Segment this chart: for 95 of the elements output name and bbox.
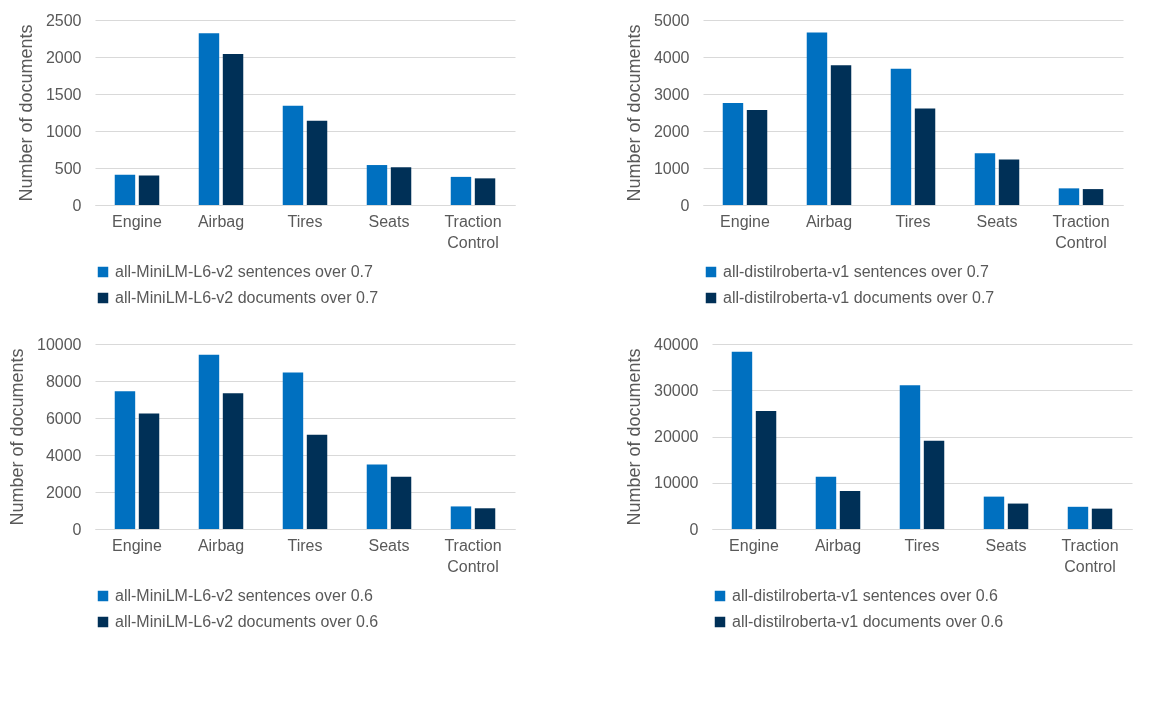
y-tick-label: 500 (54, 159, 82, 177)
legend-label: all-MiniLM-L6-v2 documents over 0.7 (115, 289, 379, 306)
x-tick-label: Traction Control (1052, 212, 1110, 251)
x-tick-label: Tires (895, 212, 931, 230)
bar (390, 167, 412, 205)
bar (731, 351, 753, 529)
bar (138, 175, 160, 205)
legend-label: all-MiniLM-L6-v2 sentences over 0.7 (115, 263, 373, 280)
bar (282, 105, 304, 205)
y-axis-title: Number of documents (15, 24, 36, 202)
bar (722, 102, 744, 205)
bar (1007, 503, 1029, 529)
bar (890, 68, 912, 205)
y-tick-label: 0 (689, 520, 699, 538)
y-tick-label: 4000 (653, 48, 690, 66)
y-tick-label: 6000 (45, 409, 82, 427)
x-tick-label: Tires (287, 536, 323, 554)
legend-label: all-distilroberta-v1 sentences over 0.7 (723, 263, 990, 280)
x-tick-label: Seats (985, 536, 1027, 554)
y-tick-label: 10000 (37, 335, 82, 353)
x-tick-label: Engine (112, 536, 163, 554)
bar (1067, 506, 1089, 529)
y-tick-label: 2500 (45, 11, 82, 29)
bar (282, 372, 304, 529)
bar (755, 411, 777, 529)
bar (222, 54, 244, 205)
y-tick-label: 30000 (654, 381, 699, 399)
bar (923, 440, 945, 529)
bar (746, 109, 768, 205)
y-tick-label: 0 (680, 196, 690, 214)
bar (198, 354, 220, 529)
y-axis-title: Number of documents (623, 24, 644, 202)
x-tick-label: Traction Control (1061, 536, 1119, 575)
bar (1082, 189, 1104, 205)
x-tick-label: Tires (287, 212, 323, 230)
y-tick-label: 0 (72, 520, 82, 538)
x-tick-label: Airbag (197, 536, 245, 554)
y-tick-label: 2000 (45, 48, 82, 66)
bar (114, 391, 136, 529)
bar (974, 153, 996, 205)
bar (815, 476, 837, 529)
y-tick-label: 1500 (45, 85, 82, 103)
bar (222, 393, 244, 529)
x-tick-label: Airbag (814, 536, 862, 554)
y-tick-label: 2000 (45, 483, 82, 501)
y-tick-label: 20000 (654, 428, 699, 445)
legend-label: all-MiniLM-L6-v2 sentences over 0.6 (115, 587, 373, 604)
y-tick-label: 40000 (654, 335, 699, 353)
bar (366, 464, 388, 529)
x-tick-label: Traction Control (444, 212, 502, 251)
x-tick-label: Traction Control (444, 536, 502, 575)
y-tick-label: 2000 (653, 122, 690, 140)
x-tick-label: Airbag (197, 212, 245, 230)
x-tick-label: Engine (112, 212, 163, 230)
bar (390, 476, 412, 529)
bar (1091, 508, 1113, 529)
bar (983, 496, 1005, 529)
x-tick-label: Engine (729, 536, 780, 554)
bar (366, 165, 388, 205)
x-tick-label: Seats (368, 536, 410, 554)
y-tick-label: 8000 (45, 372, 82, 390)
legend-label: all-distilroberta-v1 sentences over 0.6 (732, 587, 999, 604)
bar (474, 178, 496, 205)
y-tick-label: 5000 (653, 11, 690, 29)
x-tick-label: Airbag (805, 212, 853, 230)
y-tick-label: 1000 (45, 122, 82, 140)
legend-label: all-distilroberta-v1 documents over 0.6 (732, 613, 1004, 630)
bar (306, 120, 328, 205)
y-axis-title: Number of documents (7, 348, 28, 526)
y-tick-label: 10000 (654, 474, 699, 492)
bar (450, 506, 472, 529)
bar (806, 32, 828, 205)
y-tick-label: 4000 (45, 446, 82, 464)
y-tick-label: 0 (72, 196, 82, 214)
x-tick-label: Seats (976, 212, 1018, 230)
x-tick-label: Seats (368, 212, 410, 230)
bar (138, 413, 160, 529)
bar (899, 385, 921, 529)
bar (830, 65, 852, 205)
bar (450, 176, 472, 205)
bar (998, 159, 1020, 205)
legend-label: all-distilroberta-v1 documents over 0.7 (723, 289, 995, 306)
y-tick-label: 3000 (653, 85, 690, 103)
y-axis-title: Number of documents (624, 348, 645, 526)
bar (114, 174, 136, 205)
x-tick-label: Engine (720, 212, 771, 230)
bar (474, 508, 496, 529)
x-tick-label: Tires (904, 536, 940, 554)
legend-label: all-MiniLM-L6-v2 documents over 0.6 (115, 613, 379, 630)
bar (839, 491, 861, 529)
bar (198, 33, 220, 205)
bar (914, 108, 936, 205)
bar (306, 434, 328, 529)
y-tick-label: 1000 (653, 159, 690, 177)
bar (1058, 188, 1080, 205)
